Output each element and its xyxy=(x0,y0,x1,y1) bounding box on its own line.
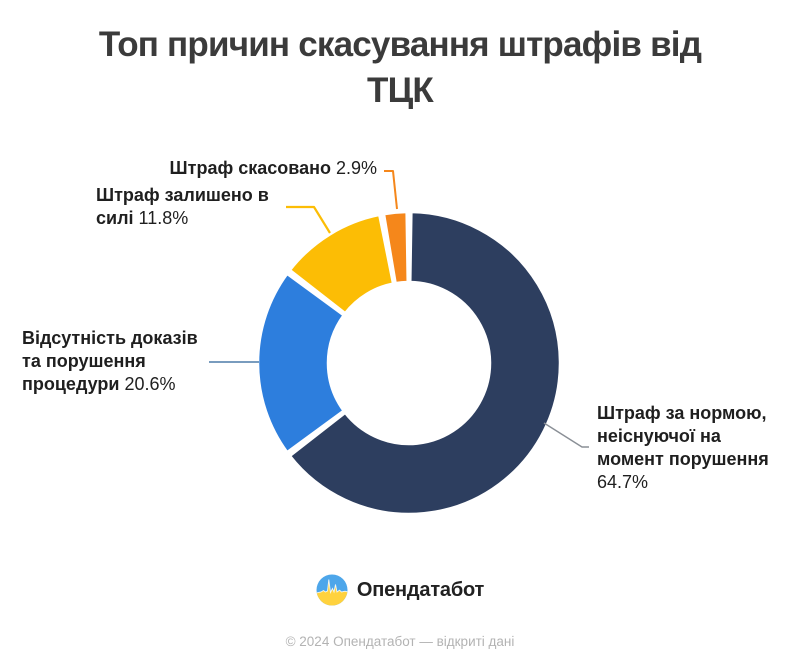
callout-nonexistent-norm-line3: момент порушення xyxy=(597,449,769,469)
opendatabot-logo: Опендатабот xyxy=(0,574,800,606)
callout-nonexistent-norm: Штраф за нормою, неіснуючої на момент по… xyxy=(597,402,769,494)
callout-nonexistent-norm-line1: Штраф за нормою, xyxy=(597,403,767,423)
callout-fine-cancelled-pct: 2.9% xyxy=(335,158,377,178)
footer-copyright: © 2024 Опендатабот — відкриті дані xyxy=(285,634,515,649)
callout-fine-upheld-line1: Штраф залишено в xyxy=(96,185,269,205)
callout-fine-upheld-pct: 11.8% xyxy=(138,208,189,228)
callout-fine-upheld: Штраф залишено в силі 11.8% xyxy=(96,184,269,230)
callout-nonexistent-norm-line2: неіснуючої на xyxy=(597,426,721,446)
leader-line-0 xyxy=(384,170,398,210)
callout-no-evidence-line3: процедури xyxy=(22,374,120,394)
opendatabot-pulse-icon xyxy=(316,574,348,606)
page-title-line2: ТЦК xyxy=(367,71,434,110)
callout-fine-cancelled-label: Штраф скасовано xyxy=(169,158,331,178)
page-title-line1: Топ причин скасування штрафів від xyxy=(98,25,702,64)
callout-fine-cancelled: Штраф скасовано 2.9% xyxy=(170,157,377,180)
pie-slice-3 xyxy=(382,210,409,285)
callout-no-evidence-pct: 20.6% xyxy=(124,374,176,394)
opendatabot-logo-text: Опендатабот xyxy=(356,578,485,601)
pie-slice-1 xyxy=(256,272,345,454)
callout-no-evidence-line1: Відсутність доказів xyxy=(22,328,198,348)
pie-slice-0 xyxy=(288,210,562,516)
callout-no-evidence-line2: та порушення xyxy=(22,351,146,371)
callout-fine-upheld-line2: силі xyxy=(96,208,134,228)
leader-line-3 xyxy=(543,422,589,448)
page-title: Топ причин скасування штрафів від ТЦК xyxy=(0,22,800,114)
leader-line-1 xyxy=(286,205,331,234)
pie-slice-2 xyxy=(288,213,395,315)
callout-nonexistent-norm-pct: 64.7% xyxy=(597,472,649,492)
callout-no-evidence: Відсутність доказів та порушення процеду… xyxy=(22,327,198,396)
